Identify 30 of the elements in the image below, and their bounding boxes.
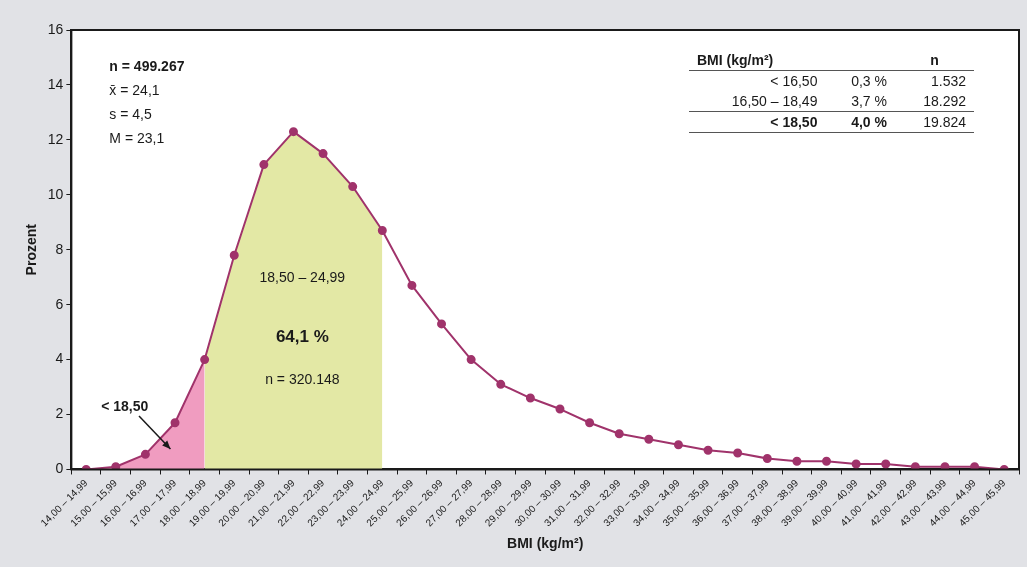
y-tick-label: 8 bbox=[55, 240, 64, 257]
annotation: < 18,50 bbox=[101, 398, 149, 415]
annotation: 18,50 – 24,99 bbox=[259, 268, 346, 285]
y-axis-title: Prozent bbox=[23, 223, 40, 276]
annotation: 64,1 % bbox=[275, 326, 329, 347]
annotation: M = 23,1 bbox=[109, 130, 165, 146]
annotation: BMI (kg/m²) bbox=[696, 51, 775, 70]
y-tick-label: 14 bbox=[47, 75, 64, 92]
annotation: 16,50 – 18,49 bbox=[730, 92, 819, 111]
annotation: n bbox=[929, 51, 940, 70]
annotation: < 16,50 bbox=[769, 72, 819, 91]
annotation: 1.532 bbox=[929, 72, 967, 91]
annotation: s = 4,5 bbox=[109, 106, 152, 122]
annotation: 18.292 bbox=[922, 92, 967, 111]
x-axis-title: BMI (kg/m²) bbox=[507, 535, 584, 552]
y-tick-label: 0 bbox=[55, 460, 64, 477]
annotation: n = 320.148 bbox=[265, 370, 340, 387]
annotation: < 18,50 bbox=[769, 113, 819, 132]
y-tick-label: 10 bbox=[47, 185, 64, 202]
y-tick-label: 2 bbox=[55, 405, 64, 422]
y-tick-label: 6 bbox=[55, 295, 64, 312]
y-tick-label: 12 bbox=[47, 130, 64, 147]
annotation: n = 499.267 bbox=[109, 58, 185, 74]
y-tick-label: 16 bbox=[47, 20, 64, 37]
annotation: 3,7 % bbox=[850, 92, 888, 111]
annotation: 0,3 % bbox=[850, 72, 888, 91]
annotation: 19.824 bbox=[922, 113, 967, 132]
annotation: 4,0 % bbox=[850, 113, 888, 132]
annotation: x̄ = 24,1 bbox=[109, 82, 160, 98]
y-tick-label: 4 bbox=[55, 350, 64, 367]
